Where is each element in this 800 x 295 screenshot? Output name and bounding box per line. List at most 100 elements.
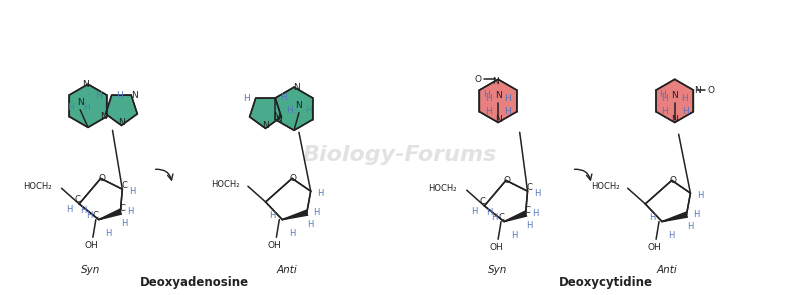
Text: C: C [74, 196, 80, 204]
Text: H: H [662, 107, 668, 116]
Polygon shape [662, 212, 687, 222]
Polygon shape [646, 180, 690, 222]
Text: N: N [77, 98, 83, 107]
Text: H: H [86, 211, 92, 220]
Text: N: N [131, 91, 138, 100]
Text: H: H [116, 91, 123, 100]
Text: N: N [82, 80, 89, 89]
Text: N: N [671, 91, 678, 99]
Polygon shape [484, 180, 527, 222]
Text: H: H [505, 94, 511, 104]
Text: Anti: Anti [657, 265, 678, 275]
Text: N: N [494, 91, 502, 99]
Text: C: C [93, 211, 98, 220]
Text: N: N [295, 101, 302, 110]
Text: HOCH₂: HOCH₂ [211, 180, 240, 189]
Text: Syn: Syn [82, 265, 101, 275]
Text: H: H [682, 107, 689, 116]
Text: C: C [525, 206, 530, 215]
Polygon shape [656, 79, 694, 122]
Text: H: H [318, 189, 324, 198]
Text: H: H [687, 222, 694, 231]
Polygon shape [266, 178, 310, 219]
Text: H: H [662, 94, 668, 104]
Text: H: H [526, 221, 533, 230]
Text: H: H [286, 106, 293, 115]
Text: OH: OH [267, 241, 282, 250]
Text: H: H [532, 209, 538, 218]
Text: N: N [118, 118, 125, 127]
Text: H: H [693, 210, 699, 219]
Polygon shape [479, 79, 517, 122]
Text: H: H [697, 191, 703, 200]
Text: H: H [669, 231, 675, 240]
Polygon shape [282, 210, 307, 219]
Text: HOCH₂: HOCH₂ [23, 182, 52, 191]
Text: H: H [485, 107, 492, 116]
Text: H: H [80, 206, 86, 215]
Text: H: H [66, 205, 73, 214]
Text: Deoxyadenosine: Deoxyadenosine [139, 276, 249, 289]
Text: C: C [526, 183, 533, 192]
Text: H: H [306, 106, 312, 115]
Text: HOCH₂: HOCH₂ [429, 184, 457, 193]
Text: H: H [289, 229, 295, 238]
Text: N: N [275, 115, 282, 124]
Polygon shape [70, 84, 106, 127]
Text: O: O [290, 174, 297, 183]
Text: H: H [483, 89, 490, 99]
Text: Biology-Forums: Biology-Forums [303, 145, 497, 165]
Text: H: H [659, 89, 666, 99]
Text: N: N [273, 112, 280, 121]
Text: O: O [474, 75, 481, 84]
Text: N: N [671, 115, 678, 124]
Text: H: H [471, 207, 478, 216]
Text: N: N [294, 83, 300, 92]
Text: H: H [67, 103, 74, 112]
Text: C: C [479, 197, 486, 206]
Text: H: H [649, 213, 655, 222]
Text: H: H [127, 207, 134, 216]
Text: O: O [707, 86, 714, 95]
Text: H: H [129, 187, 135, 196]
Text: H: H [121, 219, 127, 228]
Text: H: H [314, 208, 320, 217]
Text: OH: OH [490, 242, 503, 252]
Text: O: O [503, 176, 510, 185]
Text: O: O [98, 174, 106, 183]
Text: H: H [95, 91, 102, 99]
Text: N: N [494, 115, 502, 124]
Polygon shape [98, 209, 122, 219]
Text: H: H [534, 189, 541, 198]
Text: C: C [119, 204, 126, 213]
Text: H: H [486, 208, 493, 217]
Text: Anti: Anti [277, 265, 298, 275]
Text: H: H [82, 103, 90, 112]
Text: Syn: Syn [489, 265, 508, 275]
Text: H: H [681, 94, 688, 104]
Text: HOCH₂: HOCH₂ [591, 182, 620, 191]
Text: Deoxycytidine: Deoxycytidine [559, 276, 653, 289]
Text: OH: OH [84, 241, 98, 250]
Text: H: H [243, 94, 250, 103]
Text: N: N [262, 121, 269, 130]
Polygon shape [250, 98, 282, 128]
Text: H: H [270, 211, 276, 220]
Text: H: H [485, 94, 492, 104]
Text: H: H [280, 94, 286, 102]
Text: H: H [307, 220, 314, 229]
Text: N: N [100, 112, 107, 121]
Text: H: H [510, 231, 517, 240]
Text: N: N [492, 77, 498, 86]
Text: OH: OH [647, 242, 661, 252]
Polygon shape [79, 178, 122, 219]
Text: O: O [670, 176, 676, 185]
Polygon shape [106, 95, 138, 125]
Text: C: C [122, 181, 127, 190]
Polygon shape [275, 87, 313, 130]
Text: H: H [505, 107, 511, 116]
Polygon shape [504, 212, 526, 222]
Text: H: H [106, 229, 112, 238]
Text: C: C [498, 213, 504, 222]
Text: N: N [694, 86, 701, 95]
